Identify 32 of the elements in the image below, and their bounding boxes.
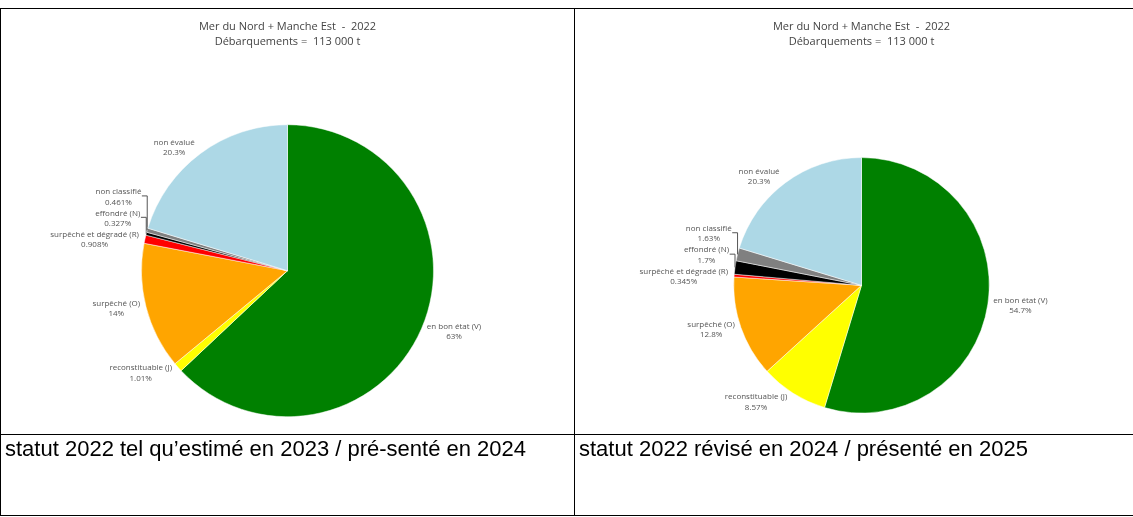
slice-label: reconstituable (J) — [109, 361, 173, 373]
data-label: 1.01% — [129, 371, 153, 383]
slice-label: reconstituable (J) — [724, 390, 788, 402]
data-label: 20.3% — [162, 146, 186, 158]
slice-label: en bon état (V) — [426, 319, 482, 331]
chart-title: Mer du Nord + Manche Est - 2022 Débarquements = 113 000 t — [198, 18, 377, 48]
text: statut 2022 révisé en 2024 / présenté en 2025 — [574, 434, 1133, 516]
data-label: 8.57% — [744, 400, 768, 412]
slice-label: en bon état (V) — [993, 293, 1049, 305]
slice-label: non classifié — [95, 185, 142, 197]
data-label: 0.345% — [670, 275, 698, 287]
data-label: 0.908% — [81, 238, 109, 250]
slice-label: surpêché (O) — [687, 317, 736, 329]
data-label: 14% — [108, 307, 125, 319]
data-label: 54.7% — [1009, 303, 1033, 315]
chart-title: Mer du Nord + Manche Est - 2022 Débarquements = 113 000 t — [772, 18, 951, 48]
slice-label: non évalué — [738, 165, 781, 177]
data-label: 63% — [446, 330, 463, 342]
data-label: 1.63% — [697, 232, 721, 244]
slice-label: surpêché et dégradé (R) — [50, 228, 140, 240]
data-label: 1.7% — [697, 253, 716, 265]
slice-label: effondré (N) — [95, 206, 141, 218]
data-label: 0.461% — [104, 195, 133, 207]
slice-label: effondré (N) — [683, 243, 730, 255]
slice-label: non classifié — [685, 222, 733, 234]
data-label: 20.3% — [747, 175, 771, 187]
slice-label: surpêché et dégradé (R) — [639, 264, 729, 276]
slice-label: surpêché (O) — [92, 296, 141, 308]
slice-label: non évalué — [153, 135, 196, 147]
data-label: 12.8% — [699, 328, 723, 340]
text: statut 2022 tel qu’estimé en 2023 / pré-senté en 2024 — [0, 434, 575, 516]
data-label: 0.327% — [104, 217, 132, 229]
